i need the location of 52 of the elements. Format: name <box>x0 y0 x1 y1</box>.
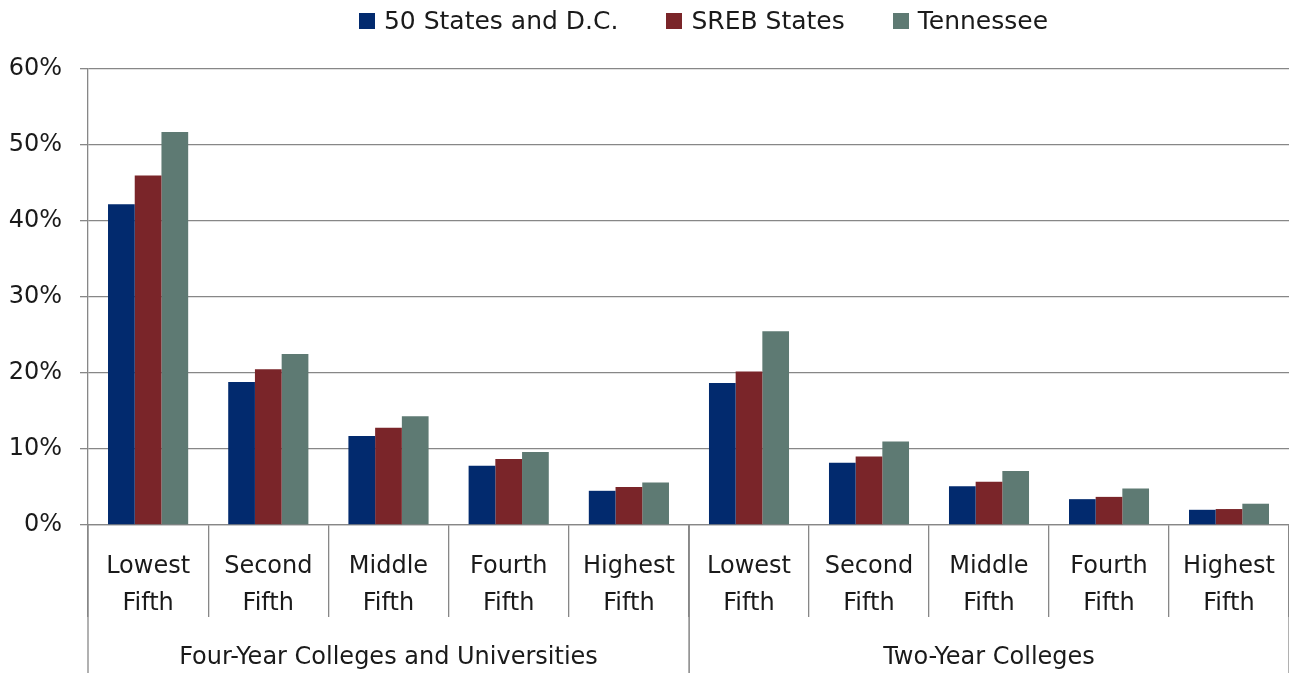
bar <box>1242 503 1270 525</box>
x-tick-label: Second Fifth <box>824 550 914 616</box>
x-tick-label: Fourth Fifth <box>470 550 548 616</box>
bar <box>228 382 255 525</box>
bar <box>948 486 976 525</box>
bar <box>1068 499 1096 525</box>
y-tick-label: 60% <box>8 53 62 82</box>
bar <box>642 482 669 525</box>
bar <box>281 354 309 525</box>
bar <box>348 436 376 525</box>
x-axis-title: Four-Year Colleges and Universities <box>179 641 598 670</box>
y-tick-label: 40% <box>8 205 62 234</box>
y-tick-label: 50% <box>8 129 62 158</box>
x-tick-label: Middle Fifth <box>348 550 429 616</box>
bar <box>1122 488 1150 525</box>
bar <box>708 382 736 525</box>
bar <box>134 175 162 525</box>
x-tick-label: Second Fifth <box>224 550 313 616</box>
bar <box>735 371 763 525</box>
bar <box>108 204 135 525</box>
bar <box>1002 471 1030 525</box>
x-tick-label: Middle Fifth <box>949 550 1029 616</box>
x-tick-label: Fourth Fifth <box>1070 550 1148 616</box>
bar <box>375 427 402 525</box>
x-tick-label: Lowest Fifth <box>707 550 791 616</box>
bar <box>828 462 856 525</box>
bar <box>975 481 1003 525</box>
y-tick-label: 0% <box>23 509 62 538</box>
x-tick-label: Lowest Fifth <box>106 550 191 616</box>
legend-label: Tennessee <box>917 6 1049 35</box>
bar <box>495 458 523 525</box>
bar <box>161 132 189 525</box>
bar <box>762 331 790 525</box>
x-tick-label: Highest Fifth <box>582 550 675 616</box>
y-tick-label: 10% <box>8 433 62 462</box>
bar <box>1188 509 1216 525</box>
x-axis-title: Two-Year Colleges <box>882 641 1095 670</box>
bar <box>1215 509 1243 525</box>
legend-label: SREB States <box>691 6 845 35</box>
legend-label: 50 States and D.C. <box>383 6 619 35</box>
bar <box>401 416 429 525</box>
bar <box>468 465 496 525</box>
bar <box>522 452 549 525</box>
bar <box>882 441 910 525</box>
bar <box>615 487 643 525</box>
bar <box>855 456 883 525</box>
y-tick-label: 30% <box>8 281 62 310</box>
x-tick-label: Highest Fifth <box>1183 550 1275 616</box>
y-tick-label: 20% <box>8 357 62 386</box>
bar <box>254 369 282 525</box>
bar <box>588 490 616 525</box>
bar <box>1095 496 1123 525</box>
